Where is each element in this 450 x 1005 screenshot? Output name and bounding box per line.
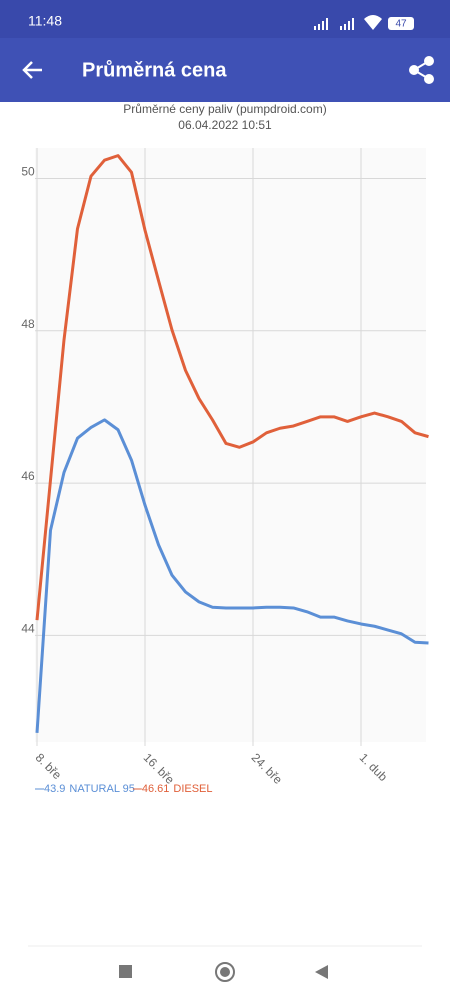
series-line	[35, 418, 429, 733]
y-tick-label: 50	[21, 165, 35, 179]
share-button[interactable]	[409, 56, 434, 84]
legend-value: 43.9	[44, 783, 65, 795]
legend-value: 46.61	[142, 783, 170, 795]
app-title: Průměrná cena	[82, 59, 227, 81]
x-tick-label: 24. bře	[249, 750, 286, 787]
x-tick-label: 16. bře	[141, 750, 178, 787]
app-bar	[0, 38, 450, 102]
x-tick-label: 1. dub	[357, 750, 391, 784]
nav-home-dot	[220, 967, 230, 977]
battery-icon	[388, 17, 414, 30]
back-button[interactable]	[22, 61, 42, 79]
y-tick-label: 44	[21, 622, 35, 636]
signal-icons	[314, 15, 382, 30]
y-tick-label: 46	[21, 469, 35, 483]
chart-title: Průměrné ceny paliv (pumpdroid.com)	[123, 102, 326, 116]
legend-entry: 46.61 DIESEL	[142, 783, 213, 795]
legend-name: NATURAL 95	[69, 783, 134, 795]
nav-back[interactable]	[315, 965, 328, 979]
nav-home[interactable]	[215, 962, 235, 982]
legend-name: DIESEL	[173, 783, 212, 795]
series-line	[35, 154, 429, 621]
y-tick-label: 48	[21, 317, 35, 331]
status-time: 11:48	[28, 13, 62, 29]
nav-recents[interactable]	[119, 965, 132, 978]
x-tick-label: 8. bře	[33, 750, 65, 782]
chart-subtitle: 06.04.2022 10:51	[178, 118, 272, 132]
status-bar	[0, 0, 450, 38]
battery-level: 47	[395, 19, 407, 30]
legend-entry: 43.9 NATURAL 95	[44, 783, 135, 795]
